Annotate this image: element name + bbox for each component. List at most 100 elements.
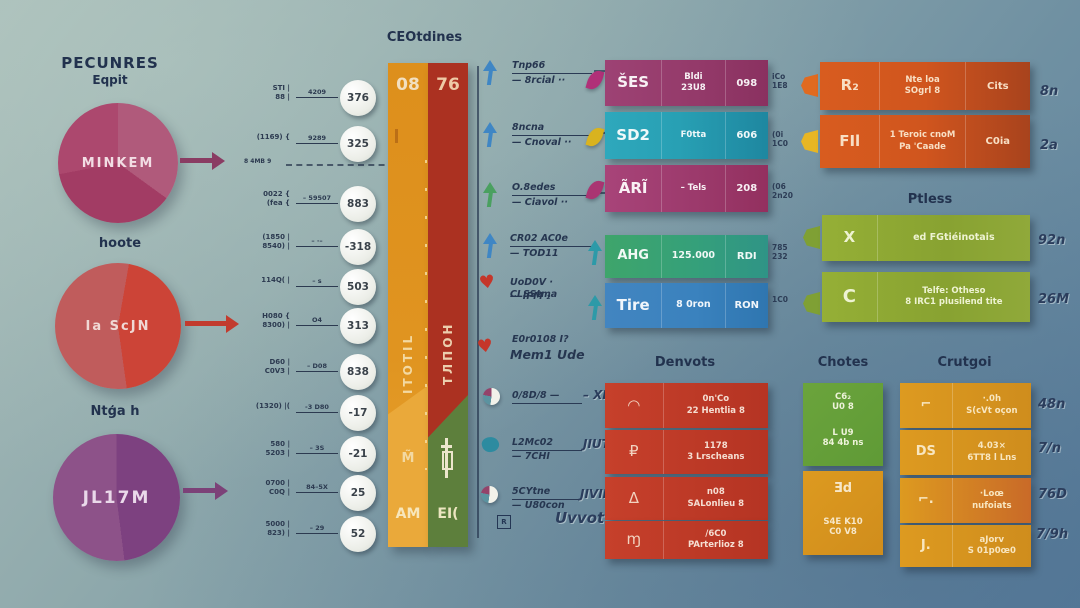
annotation-label: 5CYtne [512,486,582,500]
scale-row-tick: -3 D80 [296,403,338,413]
scale-row-label: (1320) |( [255,402,290,410]
eye-icon: ◠ [627,395,641,414]
heart-icon: ♥ [475,334,495,359]
right-top-cell: FIl [839,131,861,150]
annotation-label: — Ciavol ·· [512,197,568,208]
ribbon-icon [801,74,818,97]
crutgoi-row: ⌐ ·.0h S(cVt oçon [900,383,1031,428]
heart-icon: ♥ [477,270,497,295]
matrix-cell: 098 [724,60,768,106]
crutgoi-row: J. aJorv S 01p0œ0 [900,525,1031,567]
crutgoi-row: DS 4.03× 6TT8 l Lns [900,430,1031,475]
chotes-text: Ǝd [833,481,853,496]
annotation-label: 8ncna [512,122,592,136]
annotation-label: E0r0108 I? [512,334,569,345]
scale-row-tick: – 59507 [296,194,338,204]
matrix-side-label: (06 2n20 [772,182,793,201]
scale-row-label: (1169) { [256,133,290,141]
matrix-cell: Tire [616,295,650,314]
right-top-cell: R₂ [840,76,859,95]
scale-row: (1169) { 9289 325 [244,125,380,165]
scale-pill: -318 [340,229,376,265]
pie-chart-1: MINKEM [58,103,178,223]
scale-pill: -17 [340,395,376,431]
scale-row: 0022 { (fea { – 59507 883 [244,185,380,225]
chotes-text: S4E K10 C0 V8 [823,517,863,537]
annotation-label: — 8rcial ·· [512,75,566,86]
chotes-text: L U9 84 4b ns [822,428,864,448]
scale-row-tick: O4 [296,316,338,326]
annotation-label: — TOD11 [510,248,559,259]
scale-row: (1850 | 8540) | – ·– -318 [244,228,380,268]
annotation-side-label: JIVIE [580,487,611,501]
ds-glyph-icon: DS [915,444,936,460]
ribbon-icon [801,130,818,153]
matrix-row: SD2 F0tta 606 [605,112,768,159]
scale-pill: 883 [340,186,376,222]
scale-row-label: 114Q( | [261,276,290,284]
scissors-icon: X [843,228,856,247]
crutgoi-side-label: 48n [1038,397,1066,412]
scale-row-label: D60 | C0V3 | [264,358,290,376]
up-arrow-icon [483,60,497,86]
crutgoi-title: Crutgoi [937,355,992,370]
annotation-label: — 7CHI [512,451,550,462]
bar-left-text: ITOTIL [401,332,415,394]
matrix-cell: F0tta [661,112,724,159]
scale-pill: 838 [340,354,376,390]
ribbon-icon [803,292,820,315]
matrix-cell: SD2 [616,125,650,144]
bar-left-bottom-label: AM [395,506,421,522]
scale-row: 0700 | C0Q | 84–5X 25 [244,474,380,514]
blob-icon [480,435,501,454]
scale-row-tick: – D08 [296,362,338,372]
scale-row: D60 | C0V3 | – D08 838 [244,353,380,393]
bar-right-value: 76 [436,75,460,95]
chotes-text: C6₂ U0 8 [832,392,854,412]
bar-tick-strip [425,160,427,470]
scale-pill: 503 [340,269,376,305]
crutgoi-side-label: 7/9h [1036,527,1069,542]
crutgoi-text: aJorv S 01p0œ0 [951,525,1031,567]
left-subtitle: Eqpit [92,73,128,87]
denvots-row: ₽ 1178 3 Lrscheans [605,430,768,474]
denvots-row: ◠ 0n'Co 22 Hentlia 8 [605,383,768,428]
scale-pill: -21 [340,436,376,472]
matrix-row: AHG 125.000 RDI [605,235,768,278]
annotation-label: 0/8D/8 — [512,390,582,404]
arrow-right-icon [185,314,239,333]
left-title: PECUNRES [61,54,159,72]
bar-right-column: 76 ТЛПОН EI( [428,63,468,547]
denvots-text: n08 SALonlieu 8 [662,477,768,520]
scale-row-label: STI | 88 | [272,84,290,102]
pie-3-value: JL17M [82,487,151,508]
scale-row-label: 580 | 5203 | [265,440,290,458]
ptless-row: X ed FGtiéinotais [822,215,1030,261]
arrow-right-icon [183,481,228,500]
scale-row-label: (1850 | 8540) | [262,233,290,251]
matrix-cell: RON [724,283,768,328]
c-glyph-icon: C [842,286,856,308]
bar-left-value: 08 [396,75,420,95]
right-top-row: R₂ Nte loa SOgrl 8 Cits [820,62,1030,110]
wrench-icon: ɱ [626,530,642,549]
pie-3-label: Ntģa h [90,404,140,419]
bar-right-bottom-label: EI( [437,506,459,522]
right-top-side-label: 8n [1040,84,1059,99]
scale-pill: 325 [340,126,376,162]
chotes-green-box: C6₂ U0 8 L U9 84 4b ns [803,383,883,466]
right-top-cell: Cits [964,62,1030,110]
bar-left-highlight [388,385,428,547]
annotation-label: O.8edes [512,182,592,196]
scale-row-tick: – 3S [296,444,338,454]
matrix-row: ÃRĨ – Tels 208 [605,165,768,212]
annotation-label: — U80con [512,500,565,511]
crutgoi-text: 4.03× 6TT8 l Lns [951,430,1031,475]
denvots-row: Δ n08 SALonlieu 8 [605,477,768,520]
matrix-side-label: 1C0 [772,295,788,304]
up-arrow-icon [483,182,497,208]
denvots-title: Denvots [654,355,716,370]
pie-2-label: hoote [98,236,142,251]
bar-right-text: ТЛПОН [441,321,455,385]
